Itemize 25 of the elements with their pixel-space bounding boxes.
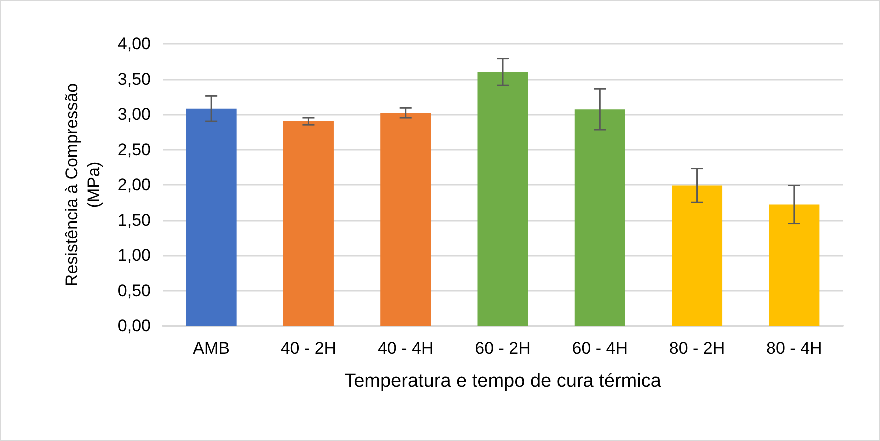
bar (769, 204, 820, 326)
x-tick-label: 60 - 2H (475, 339, 531, 358)
bar (283, 122, 334, 326)
bar (478, 72, 528, 326)
x-tick-label: 80 - 4H (766, 339, 822, 358)
bar (574, 110, 626, 326)
y-tick-label: 4,00 (118, 34, 151, 54)
x-tick-label: 40 - 4H (378, 339, 434, 358)
y-tick-label: 0,00 (118, 316, 151, 336)
bar (380, 113, 432, 326)
x-tick-label: 60 - 4H (572, 339, 628, 358)
y-axis-title: Resistência à Compressão (MPa) (62, 83, 104, 287)
bar (186, 108, 237, 326)
y-tick-label: 3,50 (118, 70, 151, 89)
y-tick-label: 0,50 (118, 281, 151, 300)
y-tick-label: 3,00 (118, 105, 151, 124)
x-tick-label: 40 - 2H (280, 339, 337, 358)
y-tick-label: 1,00 (118, 246, 151, 265)
y-tick-label: 2,00 (118, 176, 151, 194)
y-tick-label: 1,50 (118, 210, 151, 230)
x-tick-label: AMB (193, 339, 230, 358)
bar (672, 186, 723, 326)
x-axis-title: Temperatura e tempo de cura térmica (344, 371, 662, 392)
x-tick-label: 80 - 2H (669, 339, 726, 358)
y-tick-label: 2,50 (118, 140, 151, 160)
